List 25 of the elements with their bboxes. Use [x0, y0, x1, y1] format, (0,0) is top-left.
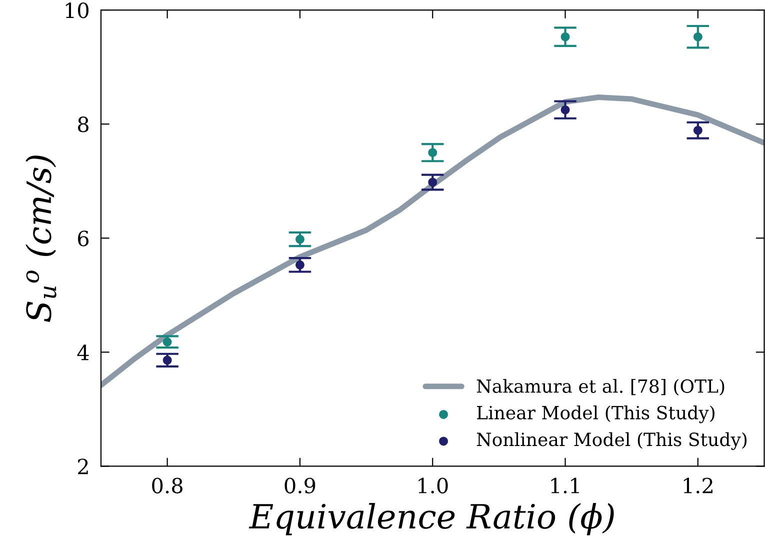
- legend-label: Nakamura et al. [78] (OTL): [476, 378, 724, 396]
- point: [162, 356, 172, 365]
- y-tick-label: 10: [66, 2, 88, 18]
- x-tick-label: 0.8: [152, 478, 182, 494]
- y-tick-label: 6: [78, 230, 89, 246]
- point: [560, 32, 570, 42]
- y-tick-label: 8: [78, 116, 88, 132]
- point: [162, 337, 172, 346]
- point: [428, 178, 438, 187]
- y-axis-title: S$_{u}$$^{o}$ (cm/s): [26, 156, 56, 322]
- y-tick-label: 4: [77, 344, 89, 360]
- y-tick-label: 2: [78, 458, 88, 474]
- point: [295, 234, 304, 244]
- point: [428, 148, 438, 158]
- point: [560, 105, 570, 114]
- point: [295, 260, 304, 270]
- point: [693, 32, 702, 42]
- x-tick-label: 1.1: [551, 478, 579, 494]
- x-tick-label: 1.0: [418, 478, 448, 494]
- legend-label: Linear Model (This Study): [477, 405, 714, 424]
- legend-label: Nonlinear Model (This Study): [476, 432, 747, 450]
- x-tick-label: 1.2: [684, 478, 712, 494]
- x-tick-label: 0.9: [284, 478, 316, 494]
- x-axis-title: Equivalence Ratio (ϕ): [248, 503, 614, 536]
- point: [693, 126, 702, 135]
